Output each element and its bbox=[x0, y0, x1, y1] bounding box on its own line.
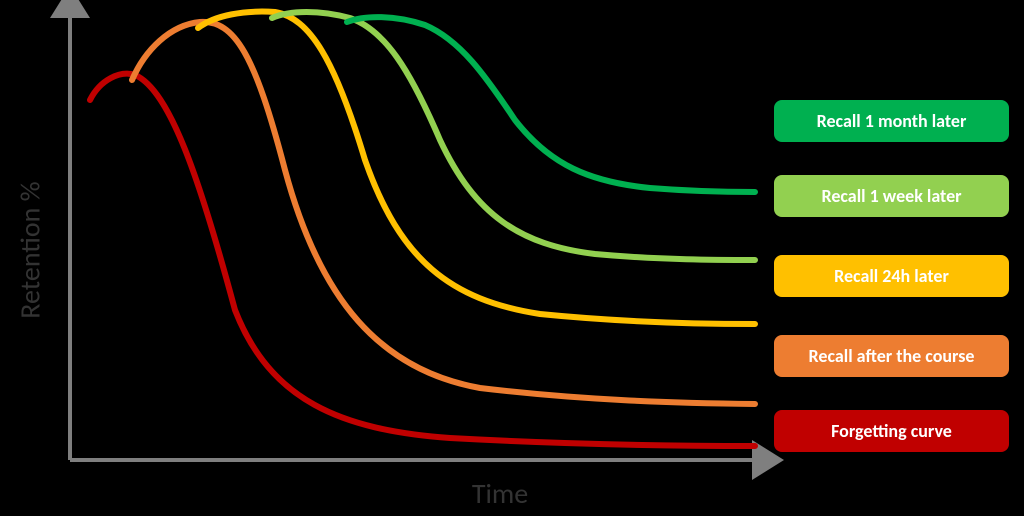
curve-recall-1-month bbox=[347, 17, 755, 192]
legend-forgetting: Forgetting curve bbox=[774, 410, 1009, 452]
y-axis-label: Retention % bbox=[13, 100, 48, 400]
legend-recall-1-week: Recall 1 week later bbox=[774, 175, 1009, 217]
legend-recall-24h: Recall 24h later bbox=[774, 255, 1009, 297]
curve-recall-1-week bbox=[272, 12, 755, 260]
x-axis-label: Time bbox=[400, 476, 600, 511]
curve-recall-after-course bbox=[132, 22, 755, 404]
legend-recall-1-month: Recall 1 month later bbox=[774, 100, 1009, 142]
legend-recall-after-course: Recall after the course bbox=[774, 335, 1009, 377]
